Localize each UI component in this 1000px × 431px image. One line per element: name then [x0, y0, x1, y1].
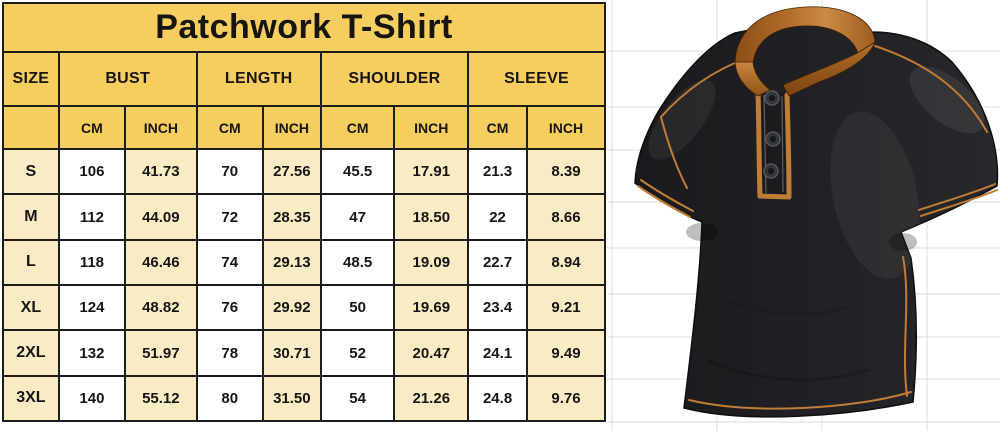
tshirt-graphic: [634, 6, 999, 418]
table-row-2xl: 2XL 132 51.97 78 30.71 52 20.47 24.1 9.4…: [2, 329, 606, 377]
measurement-cell: 30.71: [261, 329, 322, 377]
measurement-cell: 72: [195, 193, 264, 241]
col-header-length: LENGTH: [195, 51, 322, 107]
measurement-cell: 29.13: [261, 238, 322, 287]
table-row-3xl: 3XL 140 55.12 80 31.50 54 21.26 24.8 9.7…: [2, 374, 606, 423]
measurement-cell: 31.50: [261, 374, 322, 423]
button-placket: [755, 89, 792, 200]
unit-header-shoulder-inch: INCH: [393, 104, 470, 151]
measurement-cell: 48.82: [124, 284, 198, 332]
measurement-cell: 19.09: [393, 238, 470, 287]
size-cell: S: [2, 148, 60, 196]
measurement-cell: 78: [195, 329, 264, 377]
table-row-s: S 106 41.73 70 27.56 45.5 17.91 21.3 8.3…: [2, 148, 606, 196]
title-row: Patchwork T-Shirt: [2, 1, 606, 54]
measurement-cell: 29.92: [261, 284, 322, 332]
measurement-cell: 27.56: [261, 148, 322, 196]
measurement-cell: 9.21: [526, 284, 606, 332]
measurement-cell: 17.91: [393, 148, 470, 196]
shirt-button: [764, 90, 780, 106]
size-cell: M: [2, 193, 60, 241]
measurement-cell: 9.49: [526, 329, 606, 377]
stand-collar: [734, 6, 876, 97]
measurement-cell: 45.5: [319, 148, 396, 196]
measurement-cell: 21.3: [467, 148, 529, 196]
measurement-cell: 28.35: [261, 193, 322, 241]
measurement-cell: 51.97: [124, 329, 198, 377]
measurement-cell: 80: [195, 374, 264, 423]
measurement-cell: 8.39: [526, 148, 606, 196]
shirt-body: [634, 25, 999, 418]
chart-title: Patchwork T-Shirt: [2, 1, 606, 54]
measurement-cell: 18.50: [393, 193, 470, 241]
col-header-bust: BUST: [57, 51, 198, 107]
measurement-cell: 21.26: [393, 374, 470, 423]
unit-header-sleeve-inch: INCH: [526, 104, 606, 151]
measurement-cell: 20.47: [393, 329, 470, 377]
measurement-cell: 50: [319, 284, 396, 332]
col-header-sleeve: SLEEVE: [467, 51, 606, 107]
tshirt-product-image: [607, 0, 1000, 431]
measurement-cell: 44.09: [124, 193, 198, 241]
measurement-cell: 124: [57, 284, 127, 332]
measurement-cell: 23.4: [467, 284, 529, 332]
measurement-cell: 140: [57, 374, 127, 423]
unit-header-sleeve-cm: CM: [467, 104, 529, 151]
contrast-stitching: [637, 45, 998, 410]
measurement-cell: 8.66: [526, 193, 606, 241]
measurement-cell: 24.8: [467, 374, 529, 423]
units-row: CM INCH CM INCH CM INCH CM INCH: [2, 104, 606, 151]
measurement-cell: 41.73: [124, 148, 198, 196]
measurement-cell: 47: [319, 193, 396, 241]
measurement-cell: 19.69: [393, 284, 470, 332]
measurement-cell: 76: [195, 284, 264, 332]
unit-header-bust-inch: INCH: [124, 104, 198, 151]
measurement-cell: 22.7: [467, 238, 529, 287]
measurement-cell: 70: [195, 148, 264, 196]
measurement-cell: 9.76: [526, 374, 606, 423]
table-row-xl: XL 124 48.82 76 29.92 50 19.69 23.4 9.21: [2, 284, 606, 332]
measurement-cell: 8.94: [526, 238, 606, 287]
size-chart-table: Patchwork T-Shirt SIZE BUST LENGTH SHOUL…: [2, 1, 606, 423]
measurement-cell: 22: [467, 193, 529, 241]
unit-header-length-inch: INCH: [261, 104, 322, 151]
measurement-cell: 106: [57, 148, 127, 196]
unit-header-length-cm: CM: [195, 104, 264, 151]
size-cell: XL: [2, 284, 60, 332]
size-cell: 3XL: [2, 374, 60, 423]
unit-header-bust-cm: CM: [57, 104, 127, 151]
measurement-cell: 46.46: [124, 238, 198, 287]
measurement-cell: 24.1: [467, 329, 529, 377]
size-cell: L: [2, 238, 60, 287]
product-image-panel: [607, 0, 1000, 431]
measurement-cell: 118: [57, 238, 127, 287]
measurement-cell: 52: [319, 329, 396, 377]
shirt-button: [765, 131, 781, 147]
measurement-cell: 48.5: [319, 238, 396, 287]
measurement-cell: 132: [57, 329, 127, 377]
header-row: SIZE BUST LENGTH SHOULDER SLEEVE: [2, 51, 606, 107]
shirt-button: [763, 163, 779, 179]
measurement-cell: 54: [319, 374, 396, 423]
col-header-size: SIZE: [2, 51, 60, 107]
col-header-shoulder: SHOULDER: [319, 51, 470, 107]
table-row-m: M 112 44.09 72 28.35 47 18.50 22 8.66: [2, 193, 606, 241]
unit-header-shoulder-cm: CM: [319, 104, 396, 151]
measurement-cell: 55.12: [124, 374, 198, 423]
size-cell: 2XL: [2, 329, 60, 377]
size-header-spacer-cell: [2, 104, 60, 151]
measurement-cell: 112: [57, 193, 127, 241]
measurement-cell: 74: [195, 238, 264, 287]
table-row-l: L 118 46.46 74 29.13 48.5 19.09 22.7 8.9…: [2, 238, 606, 287]
